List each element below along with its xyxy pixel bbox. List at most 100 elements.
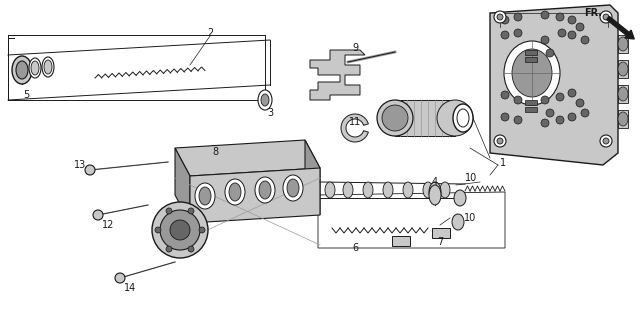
Ellipse shape (188, 246, 194, 252)
Text: 1: 1 (500, 158, 506, 168)
Ellipse shape (514, 29, 522, 37)
Polygon shape (395, 100, 455, 136)
Ellipse shape (541, 96, 549, 104)
Ellipse shape (501, 16, 509, 24)
Ellipse shape (160, 210, 200, 250)
Bar (525, 50, 537, 55)
Text: 13: 13 (74, 160, 86, 170)
Ellipse shape (454, 190, 466, 206)
Ellipse shape (501, 31, 509, 39)
Text: 12: 12 (102, 220, 114, 230)
Ellipse shape (423, 182, 433, 198)
Ellipse shape (115, 273, 125, 283)
Ellipse shape (556, 13, 564, 21)
Bar (525, 100, 537, 105)
Ellipse shape (618, 37, 628, 51)
Ellipse shape (494, 135, 506, 147)
Ellipse shape (501, 91, 509, 99)
Ellipse shape (12, 56, 32, 84)
Ellipse shape (199, 187, 211, 205)
Ellipse shape (568, 89, 576, 97)
Ellipse shape (558, 29, 566, 37)
Ellipse shape (44, 60, 52, 74)
Ellipse shape (568, 16, 576, 24)
Ellipse shape (188, 208, 194, 214)
Ellipse shape (546, 109, 554, 117)
Ellipse shape (541, 11, 549, 19)
Ellipse shape (259, 181, 271, 199)
Ellipse shape (429, 182, 441, 202)
Ellipse shape (452, 214, 464, 230)
Bar (618, 85, 628, 103)
Polygon shape (305, 140, 320, 215)
Bar (525, 107, 537, 112)
Ellipse shape (261, 94, 269, 106)
Ellipse shape (600, 11, 612, 23)
Ellipse shape (556, 93, 564, 101)
Text: 10: 10 (464, 213, 476, 223)
Ellipse shape (546, 49, 554, 57)
Text: 9: 9 (352, 43, 358, 53)
Polygon shape (490, 5, 618, 165)
Ellipse shape (225, 179, 245, 205)
Ellipse shape (93, 210, 103, 220)
Ellipse shape (155, 227, 161, 233)
Ellipse shape (576, 23, 584, 31)
Ellipse shape (618, 112, 628, 126)
Ellipse shape (576, 99, 584, 107)
Text: 5: 5 (23, 90, 29, 100)
Ellipse shape (600, 135, 612, 147)
Ellipse shape (166, 246, 172, 252)
Bar (392, 236, 410, 246)
Ellipse shape (199, 227, 205, 233)
Text: 11: 11 (349, 117, 361, 127)
Ellipse shape (383, 182, 393, 198)
Ellipse shape (170, 220, 190, 240)
Ellipse shape (556, 116, 564, 124)
Ellipse shape (195, 183, 215, 209)
Ellipse shape (16, 61, 28, 79)
Bar (618, 35, 628, 53)
Ellipse shape (568, 31, 576, 39)
Ellipse shape (325, 182, 335, 198)
Polygon shape (341, 114, 369, 142)
Ellipse shape (166, 208, 172, 214)
Ellipse shape (541, 119, 549, 127)
Ellipse shape (568, 113, 576, 121)
Ellipse shape (514, 116, 522, 124)
FancyArrow shape (607, 17, 634, 39)
Ellipse shape (429, 185, 441, 205)
Ellipse shape (437, 100, 473, 136)
Ellipse shape (31, 61, 39, 75)
Ellipse shape (494, 11, 506, 23)
Polygon shape (175, 140, 320, 176)
Text: FR.: FR. (584, 8, 602, 18)
Ellipse shape (618, 87, 628, 101)
Ellipse shape (453, 104, 473, 132)
Text: 7: 7 (437, 237, 443, 247)
Ellipse shape (283, 175, 303, 201)
Text: 4: 4 (432, 177, 438, 187)
Text: 8: 8 (212, 147, 218, 157)
Bar (432, 228, 450, 238)
Ellipse shape (618, 62, 628, 76)
Text: 10: 10 (465, 173, 477, 183)
Ellipse shape (403, 182, 413, 198)
Ellipse shape (255, 177, 275, 203)
Ellipse shape (42, 57, 54, 77)
Ellipse shape (382, 105, 408, 131)
Ellipse shape (504, 41, 560, 105)
Ellipse shape (603, 14, 609, 20)
Ellipse shape (258, 90, 272, 110)
Bar (618, 110, 628, 128)
Ellipse shape (152, 202, 208, 258)
Ellipse shape (514, 13, 522, 21)
Bar (618, 60, 628, 78)
Ellipse shape (541, 36, 549, 44)
Ellipse shape (603, 138, 609, 144)
Ellipse shape (363, 182, 373, 198)
Polygon shape (190, 168, 320, 223)
Ellipse shape (501, 113, 509, 121)
Ellipse shape (29, 58, 41, 78)
Text: 6: 6 (352, 243, 358, 253)
